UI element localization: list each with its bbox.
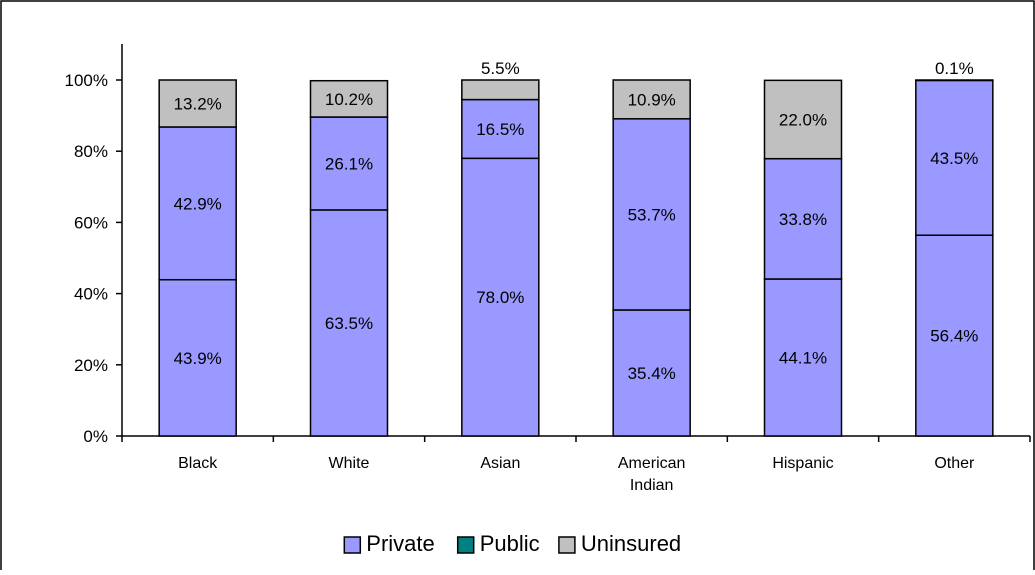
bar-segment-uninsured (612, 79, 691, 120)
data-label: 43.9% (174, 349, 222, 368)
y-tick-label: 100% (65, 71, 108, 90)
data-label: 22.0% (779, 111, 827, 130)
y-tick-label: 80% (74, 142, 108, 161)
plot-area: 0% 20% 40% 60% 80% 100% 43.9% 42.9% 13.2% Black 63… (65, 44, 1031, 494)
y-tick-label: 40% (74, 285, 108, 304)
data-label: 26.1% (325, 154, 373, 173)
bar-segment-uninsured (763, 79, 843, 160)
bar-segment-uninsured (158, 79, 237, 128)
data-label: 13.2% (174, 94, 222, 113)
legend-swatch-uninsured (558, 536, 576, 554)
y-tick-label: 60% (74, 213, 108, 232)
bar-segment-public (915, 79, 994, 236)
bar-segment-private (612, 309, 691, 437)
x-category-label: Asian (480, 455, 520, 472)
data-label: 10.2% (325, 90, 373, 109)
data-label: 0.1% (935, 59, 974, 78)
legend-label-uninsured: Uninsured (581, 531, 681, 556)
data-label: 10.9% (628, 90, 676, 109)
data-label: 43.5% (930, 149, 978, 168)
bar-segment-public (309, 116, 389, 211)
bar-segment-public (612, 118, 691, 311)
x-category-label: Hispanic (772, 455, 833, 472)
legend-label-private: Private (366, 531, 434, 556)
data-label: 78.0% (476, 288, 524, 307)
data-label: 5.5% (481, 59, 520, 78)
bar-segment-public (763, 157, 843, 280)
bar-segment-public (461, 98, 540, 160)
bar-segment-private (158, 278, 237, 437)
bar-segment-uninsured (915, 79, 994, 82)
data-label: 16.5% (476, 120, 524, 139)
bar-segment-private (763, 278, 843, 437)
data-label: 63.5% (325, 314, 373, 333)
x-category-label: White (329, 455, 370, 472)
data-label: 44.1% (779, 349, 827, 368)
bar-segment-uninsured (461, 79, 540, 101)
bar-segment-uninsured (309, 79, 389, 118)
legend-label-public: Public (480, 531, 540, 556)
x-category-label: Indian (630, 477, 674, 494)
data-label: 42.9% (174, 194, 222, 213)
x-category-label: Other (934, 455, 975, 472)
data-label: 53.7% (628, 205, 676, 224)
data-label: 35.4% (628, 364, 676, 383)
legend-swatch-public (456, 536, 475, 554)
data-label: 56.4% (930, 327, 978, 346)
data-label: 33.8% (779, 210, 827, 229)
bar-segment-private (309, 209, 389, 437)
legend-swatch-private (343, 536, 362, 554)
x-category-label: American (618, 455, 686, 472)
legend: Private Public Uninsured (343, 531, 681, 556)
bar-segment-private (461, 157, 540, 437)
y-tick-label: 0% (83, 427, 108, 446)
x-category-label: Black (178, 455, 218, 472)
y-tick-label: 20% (74, 356, 108, 375)
